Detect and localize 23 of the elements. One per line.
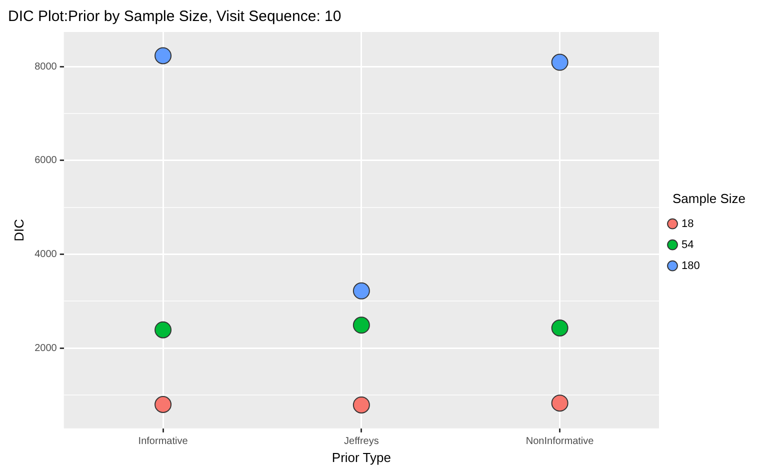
point: [352, 396, 370, 414]
point: [551, 394, 568, 412]
legend-label: 180: [682, 260, 700, 272]
chart-title: DIC Plot:Prior by Sample Size, Visit Sequence: 10: [8, 8, 342, 26]
y-tick-label: 4000: [34, 249, 58, 260]
point: [551, 54, 568, 71]
y-axis-title: DIC: [11, 219, 26, 242]
point: [154, 47, 172, 64]
y-tick-label: 6000: [34, 155, 58, 166]
x-tick-label: Jeffreys: [344, 436, 379, 448]
y-tick-label: 2000: [34, 342, 58, 354]
y-tick-label: 8000: [34, 61, 58, 72]
x-tick-label: Informative: [138, 436, 188, 448]
point: [352, 316, 370, 334]
point: [154, 396, 172, 414]
legend-label: 18: [682, 218, 694, 230]
x-tick-label: NonInformative: [526, 436, 594, 448]
point: [154, 321, 172, 338]
legend-title: Sample Size: [672, 190, 746, 206]
x-axis-title: Prior Type: [332, 450, 391, 465]
point: [352, 282, 370, 300]
point: [551, 319, 568, 336]
legend-label: 54: [682, 238, 694, 251]
